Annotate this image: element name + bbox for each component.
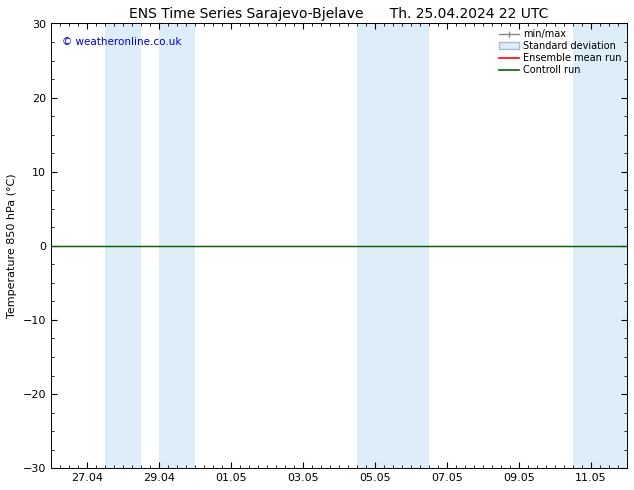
Bar bbox=[105, 24, 141, 468]
Y-axis label: Temperature 850 hPa (°C): Temperature 850 hPa (°C) bbox=[7, 173, 17, 318]
Bar bbox=[357, 24, 393, 468]
Text: © weatheronline.co.uk: © weatheronline.co.uk bbox=[62, 37, 182, 47]
Title: ENS Time Series Sarajevo-Bjelave      Th. 25.04.2024 22 UTC: ENS Time Series Sarajevo-Bjelave Th. 25.… bbox=[129, 7, 548, 21]
Bar bbox=[573, 24, 627, 468]
Legend: min/max, Standard deviation, Ensemble mean run, Controll run: min/max, Standard deviation, Ensemble me… bbox=[496, 25, 625, 79]
Bar bbox=[159, 24, 195, 468]
Bar bbox=[393, 24, 429, 468]
